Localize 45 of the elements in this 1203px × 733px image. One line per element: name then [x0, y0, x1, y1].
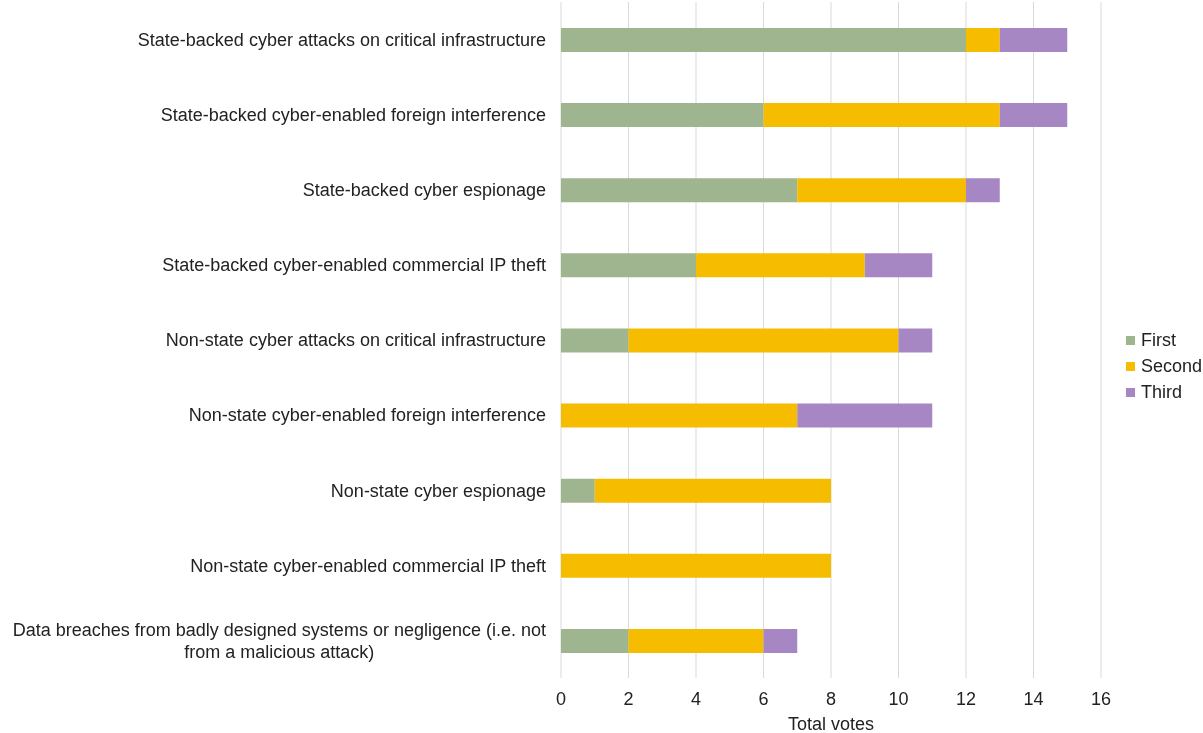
y-tick-label: State-backed cyber attacks on critical infrastructure: [137, 29, 546, 50]
bar: [864, 253, 933, 278]
y-tick-label: State-backed cyber-enabled commercial IP theft: [162, 255, 546, 276]
x-tick-label: 0: [555, 688, 567, 709]
bar: [561, 553, 831, 578]
y-tick-label: Non-state cyber-enabled commercial IP theft: [190, 555, 546, 576]
bar: [628, 328, 899, 353]
bar: [763, 103, 1000, 128]
bar: [797, 403, 933, 428]
bar: [966, 28, 1000, 52]
bar: [561, 253, 696, 278]
bar: [999, 103, 1068, 128]
bar: [594, 478, 831, 503]
y-tick-label: State-backed cyber-enabled foreign interference: [160, 104, 546, 125]
x-tick-label: 16: [1090, 688, 1112, 709]
x-tick-label: 12: [955, 688, 977, 709]
bar: [561, 28, 966, 52]
bar: [561, 478, 595, 503]
x-axis-title: Total votes: [787, 714, 875, 733]
legend-label: Third: [1141, 382, 1183, 403]
bar: [561, 403, 798, 428]
bar: [999, 28, 1068, 52]
bar: [696, 253, 865, 278]
bar: [561, 178, 798, 203]
bar: [561, 328, 629, 353]
y-tick-label: Data breaches from badly designed systems or negligence (i.e. not from a malicious attack): [12, 619, 547, 662]
bar: [898, 328, 933, 353]
y-tick-label: Non-state cyber attacks on critical infrastructure: [165, 330, 546, 351]
y-tick-label: State-backed cyber espionage: [302, 180, 546, 201]
legend-label: First: [1141, 330, 1176, 351]
bar: [628, 628, 764, 653]
x-tick-label: 6: [758, 688, 769, 709]
x-tick-label: 8: [825, 688, 837, 709]
x-tick-label: 4: [690, 688, 702, 709]
y-tick-label: Non-state cyber espionage: [330, 480, 546, 501]
bar: [561, 103, 764, 128]
bar: [763, 628, 798, 653]
x-tick-label: 14: [1023, 688, 1044, 709]
y-tick-label: Non-state cyber-enabled foreign interference: [188, 405, 546, 426]
bar: [966, 178, 1000, 203]
x-tick-label: 2: [623, 688, 634, 709]
x-tick-label: 10: [888, 688, 909, 709]
bar: [797, 178, 966, 203]
legend-label: Second: [1141, 356, 1203, 377]
bar: [561, 628, 629, 653]
